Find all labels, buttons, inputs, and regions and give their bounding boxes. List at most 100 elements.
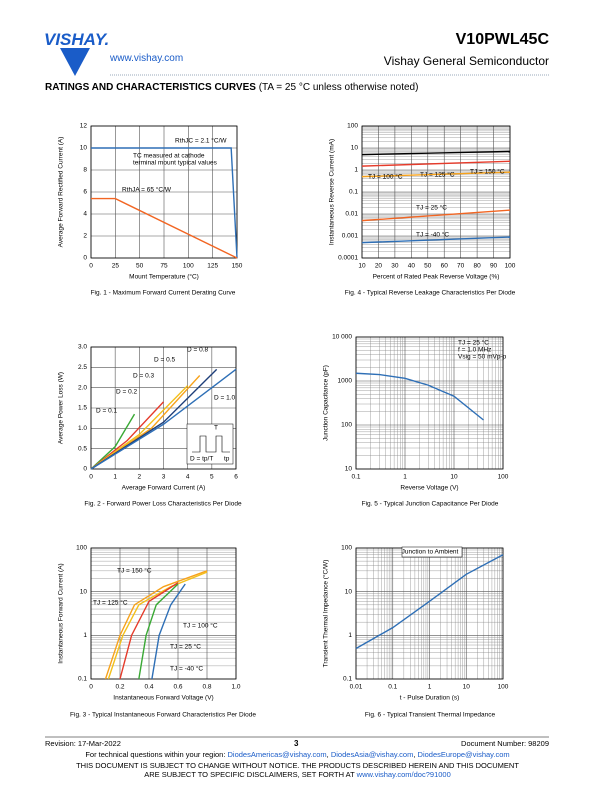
y-tick-label: 1: [348, 632, 352, 639]
y-tick-label: 100: [341, 422, 352, 429]
x-tick-label: 25: [112, 263, 120, 270]
x-axis-label: Mount Temperature (°C): [129, 273, 199, 281]
sep: ,: [413, 750, 418, 759]
email[interactable]: DiodesEurope@vishay.com: [417, 750, 510, 759]
y-tick-label: 0.001: [342, 233, 359, 240]
x-axis-label: Average Forward Current (A): [122, 485, 206, 492]
x-tick-label: 6: [234, 474, 238, 481]
disclaimer-link[interactable]: www.vishay.com/doc?91000: [356, 770, 451, 779]
y-tick-label: 1000: [338, 378, 353, 385]
x-axis-label: Instantaneous Forward Voltage (V): [113, 695, 213, 702]
logo: VISHAY.: [44, 30, 110, 49]
y-tick-label: 1.0: [78, 425, 87, 432]
x-tick-label: 100: [498, 684, 509, 691]
y-tick-label: 0: [83, 255, 87, 262]
x-tick-label: 1: [403, 474, 407, 481]
series-line: [104, 570, 208, 680]
x-tick-label: 4: [186, 474, 190, 481]
annotation: TJ = 25 °C: [458, 339, 489, 347]
plot-area: [356, 337, 503, 469]
x-tick-label: 10: [463, 684, 471, 691]
x-tick-label: 10: [450, 474, 458, 481]
x-tick-label: 1: [428, 684, 432, 691]
y-tick-label: 0: [83, 466, 87, 473]
division: Vishay General Semiconductor: [383, 54, 549, 68]
series-label: TJ = 25 °C: [416, 204, 447, 212]
series-line: [119, 582, 179, 680]
revision: Revision: 17-Mar-2022: [45, 739, 121, 748]
series-label: TJ = -40 °C: [416, 231, 449, 239]
y-tick-label: 0.01: [345, 211, 358, 218]
y-tick-label: 1.5: [78, 405, 87, 412]
series-line: [361, 171, 511, 178]
y-tick-label: 1: [354, 167, 358, 174]
y-tick-label: 12: [80, 123, 88, 130]
x-tick-label: 1.0: [231, 684, 240, 691]
logo-mark: [60, 48, 90, 76]
y-tick-label: 10: [345, 466, 353, 473]
y-tick-label: 10 000: [332, 334, 352, 341]
y-tick-label: 0.1: [349, 189, 358, 196]
y-tick-label: 0.0001: [338, 255, 358, 262]
annotation: terminal mount typical values: [133, 160, 218, 167]
email[interactable]: DiodesAsia@vishay.com: [330, 750, 414, 759]
plot-frame: [90, 547, 237, 680]
x-tick-label: 80: [473, 263, 481, 270]
x-tick-label: 100: [183, 263, 194, 270]
section-heading: RATINGS AND CHARACTERISTICS CURVES (TA =…: [45, 82, 418, 93]
series-label: D = 0.1: [96, 408, 118, 415]
figure-caption: Fig. 6 - Typical Transient Thermal Imped…: [365, 712, 496, 719]
plot-frame: [355, 336, 504, 470]
x-tick-label: 50: [136, 263, 144, 270]
x-tick-label: 0: [89, 263, 93, 270]
series-line: [361, 209, 511, 222]
x-tick-label: 1: [113, 474, 117, 481]
x-tick-label: 70: [457, 263, 465, 270]
inset-wave: [192, 435, 230, 453]
series-label: D = 0.2: [116, 389, 138, 396]
series-line: [361, 160, 511, 167]
y-axis-label: Average Power Loss (W): [58, 372, 65, 444]
y-tick-label: 0.1: [343, 676, 352, 683]
y-tick-label: 1: [83, 632, 87, 639]
x-tick-label: 0: [89, 684, 93, 691]
annotation: TC measured at cathode: [133, 153, 205, 160]
x-tick-label: 0.8: [202, 684, 211, 691]
x-tick-label: 3: [162, 474, 166, 481]
x-tick-label: 0.1: [351, 474, 360, 481]
email[interactable]: DiodesAmericas@vishay.com: [227, 750, 327, 759]
series-label: TJ = 125 °C: [93, 599, 128, 607]
series-label: D = 0.8: [187, 347, 209, 354]
y-tick-label: 100: [347, 123, 358, 130]
y-axis-label: Transient Thermal Impedance (°C/W): [322, 560, 330, 668]
y-tick-label: 100: [341, 545, 352, 552]
series-label: TJ = -40 °C: [170, 665, 203, 673]
figure-caption: Fig. 5 - Typical Junction Capacitance Pe…: [362, 501, 499, 508]
series-label: RthJC = 2.1 °C/W: [175, 137, 227, 145]
url[interactable]: www.vishay.com: [110, 53, 184, 64]
x-axis-label: t - Pulse Duration (s): [400, 695, 460, 702]
disclaimer: THIS DOCUMENT IS SUBJECT TO CHANGE WITHO…: [76, 761, 519, 770]
sep: ,: [326, 750, 331, 759]
x-tick-label: 40: [408, 263, 416, 270]
y-axis-label: Instantaneous Forward Current (A): [58, 563, 65, 663]
series-line: [355, 372, 484, 421]
y-tick-label: 10: [351, 145, 359, 152]
x-tick-label: 60: [441, 263, 449, 270]
series-label: D = 0.3: [133, 373, 155, 380]
series-line: [91, 197, 238, 259]
x-tick-label: 20: [375, 263, 383, 270]
x-tick-label: 90: [490, 263, 498, 270]
y-tick-label: 8: [83, 167, 87, 174]
plot-frame: [90, 125, 238, 259]
figure-caption: Fig. 2 - Forward Power Loss Characterist…: [84, 501, 242, 508]
figure-caption: Fig. 4 - Typical Reverse Leakage Charact…: [345, 290, 516, 297]
series-label: TJ = 125 °C: [420, 171, 455, 179]
y-tick-label: 10: [80, 588, 88, 595]
disclaimer: ARE SUBJECT TO SPECIFIC DISCLAIMERS, SET…: [0, 770, 595, 779]
annotation: f = 1.0 MHz: [458, 347, 491, 354]
part-number: V10PWL45C: [455, 31, 549, 48]
series-line: [90, 413, 136, 470]
